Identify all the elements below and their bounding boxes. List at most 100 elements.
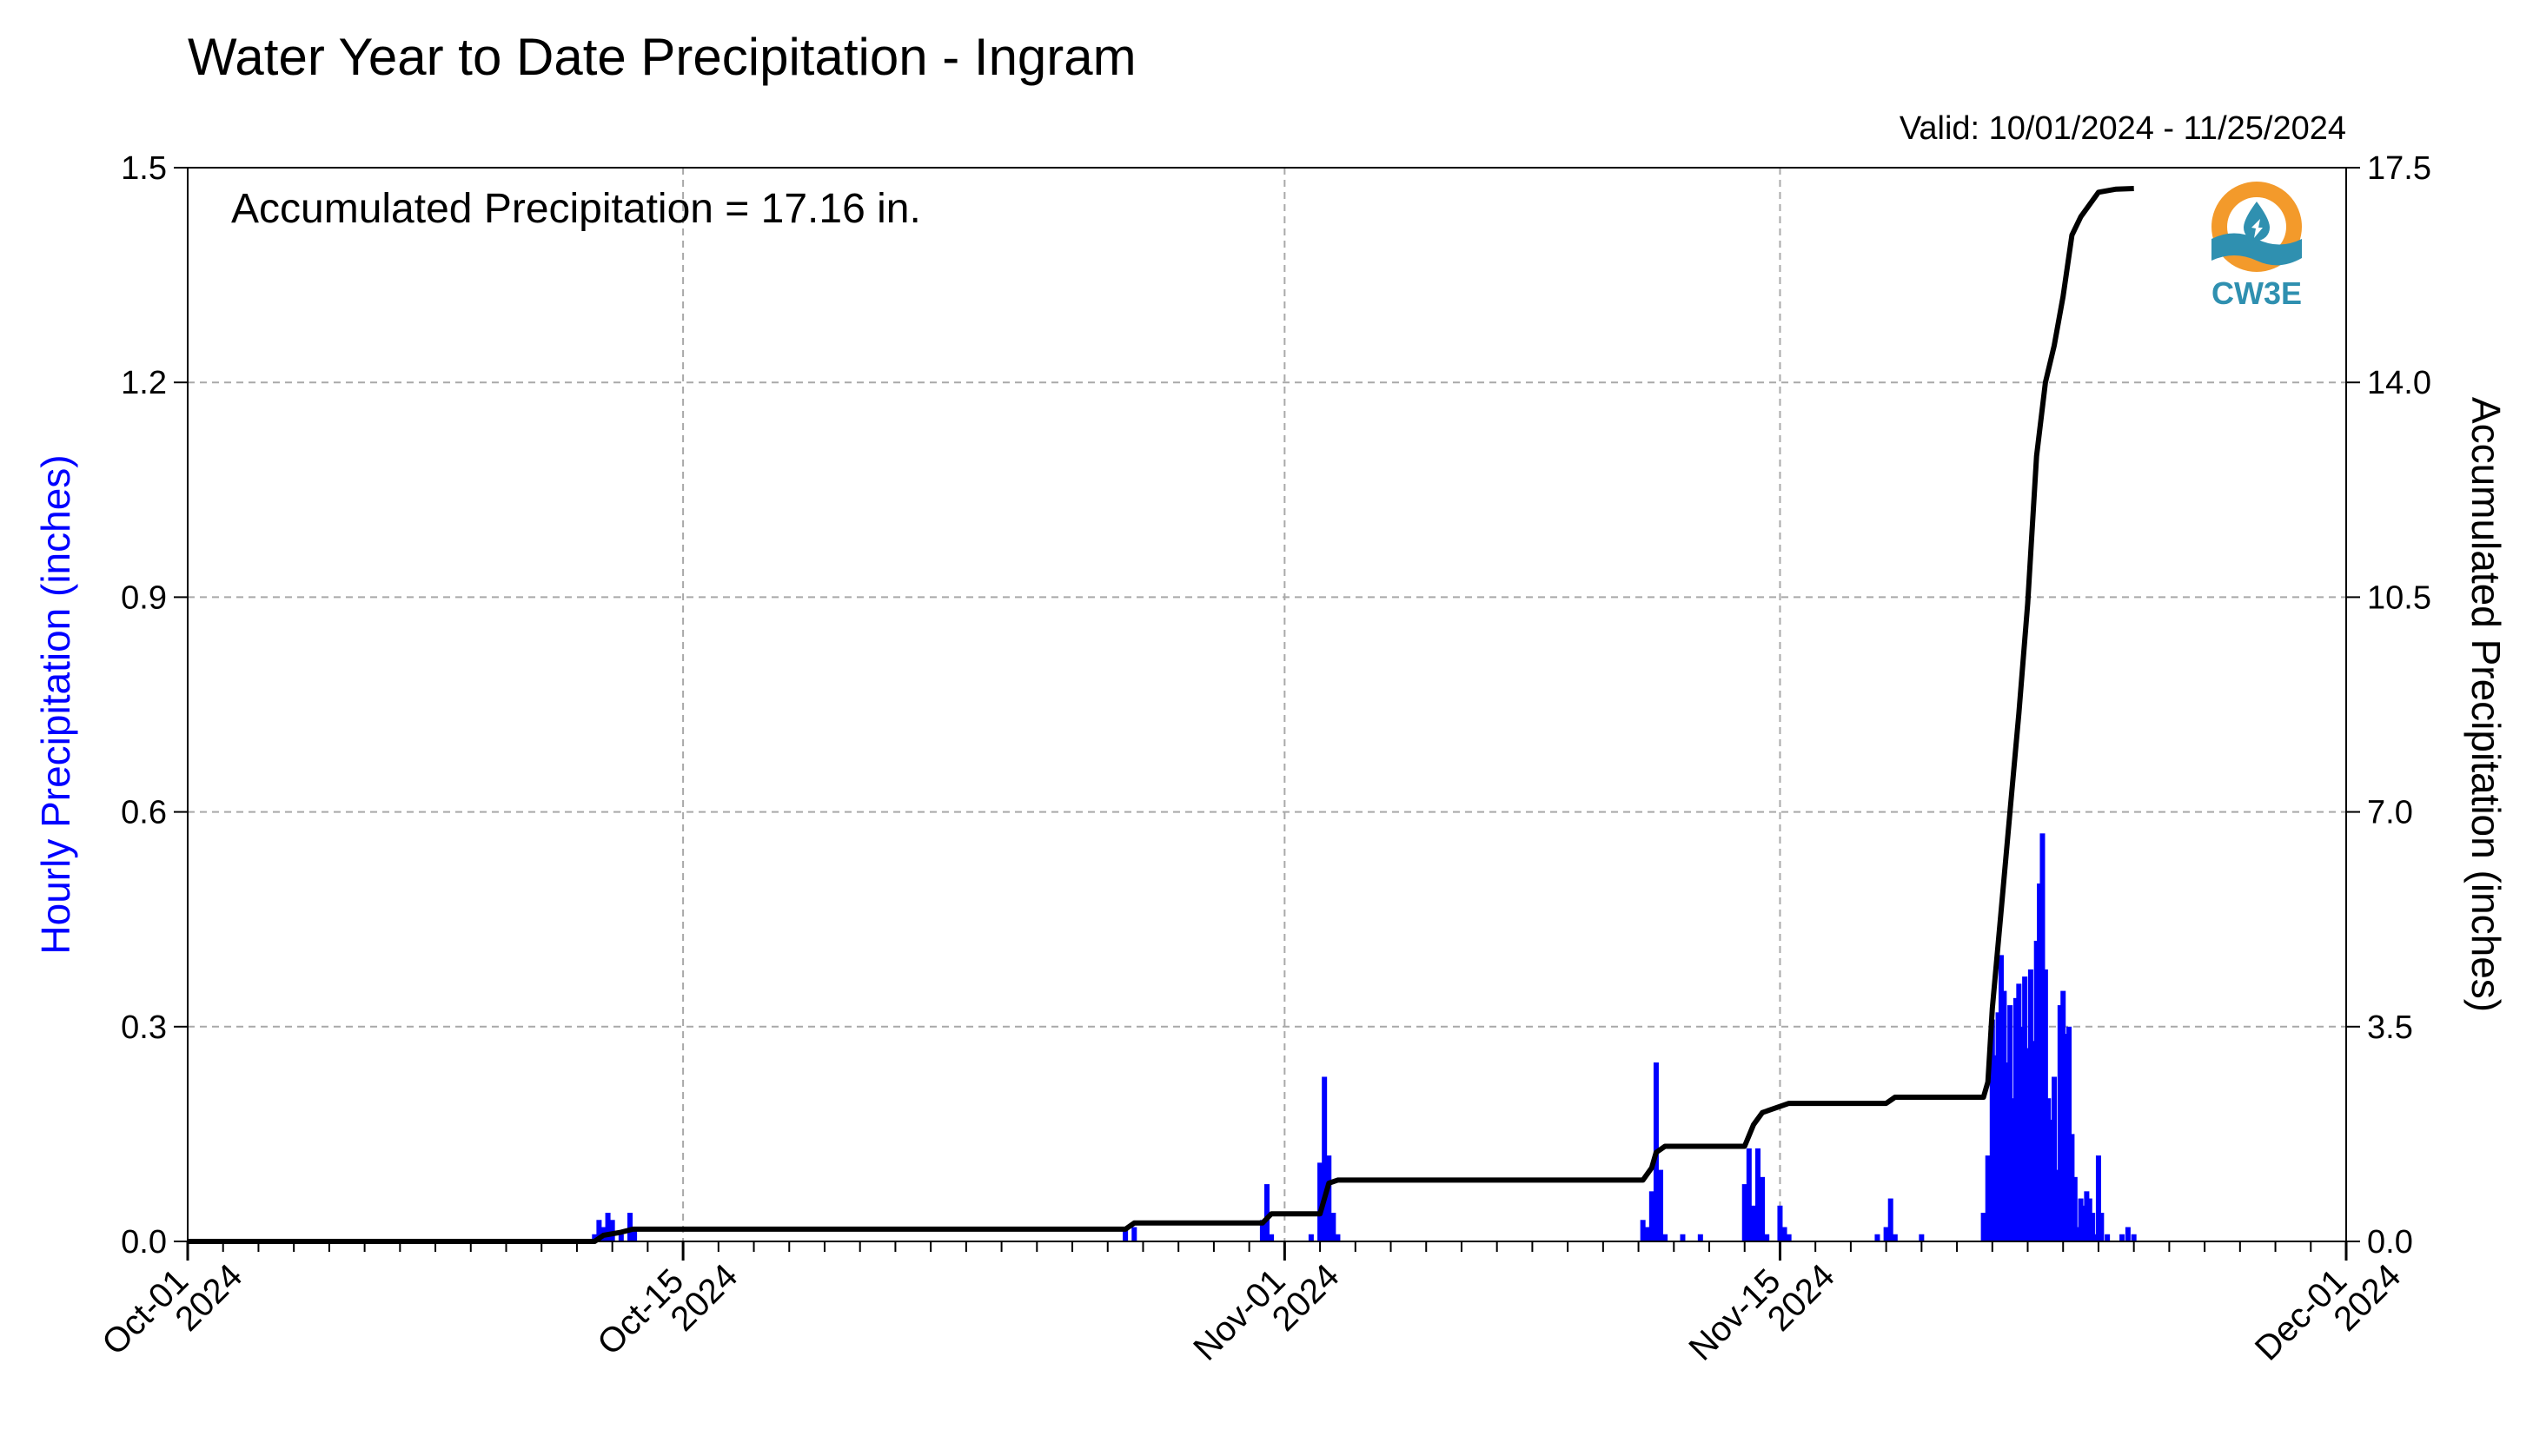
- grid-layer: [188, 168, 2346, 1241]
- chart-subtitle: Valid: 10/01/2024 - 11/25/2024: [1900, 110, 2346, 147]
- hourly-bar: [2033, 940, 2039, 1241]
- hourly-bar: [2075, 1227, 2081, 1241]
- hourly-bar: [2004, 1062, 2010, 1241]
- hourly-bar: [1640, 1220, 1646, 1241]
- hourly-bar: [1786, 1234, 1792, 1241]
- hourly-bar: [1644, 1227, 1650, 1241]
- hourly-bar: [1883, 1227, 1889, 1241]
- logo-wave: [2211, 233, 2302, 266]
- hourly-bar: [2125, 1227, 2131, 1241]
- hourly-bar: [1887, 1198, 1893, 1241]
- hourly-bar: [1330, 1213, 1336, 1241]
- hourly-bar: [1335, 1234, 1341, 1241]
- y-right-tick-label: 17.5: [2367, 150, 2431, 187]
- hourly-bar: [1993, 1055, 1999, 1241]
- water-drop-sun-logo-icon: [2211, 182, 2302, 272]
- hourly-bar: [2022, 976, 2028, 1241]
- y-left-tick-label: 0.0: [121, 1224, 167, 1261]
- hourly-bar: [2060, 990, 2066, 1241]
- hourly-bar: [1995, 1012, 2001, 1241]
- hourly-bar: [1919, 1234, 1925, 1241]
- y-right-tick-label: 7.0: [2367, 795, 2413, 831]
- hourly-bar: [1269, 1234, 1275, 1241]
- hourly-bar: [2131, 1234, 2137, 1241]
- hourly-bar: [1998, 955, 2004, 1241]
- hourly-bar: [2016, 983, 2022, 1241]
- hourly-bar: [1760, 1176, 1766, 1241]
- y-right-tick-label: 3.5: [2367, 1009, 2413, 1046]
- y-left-tick-label: 1.2: [121, 365, 167, 401]
- hourly-bar: [1662, 1234, 1668, 1241]
- hourly-bar: [1777, 1205, 1783, 1241]
- y-left-tick-label: 1.5: [121, 150, 167, 187]
- hourly-bar: [2080, 1205, 2086, 1241]
- hourly-bar: [2063, 1034, 2069, 1241]
- hourly-bar: [2072, 1176, 2078, 1241]
- hourly-bar: [2010, 1098, 2016, 1241]
- y-left-tick-label: 0.6: [121, 795, 167, 831]
- hourly-bar: [1658, 1169, 1664, 1241]
- hourly-bar: [2092, 1234, 2099, 1241]
- hourly-bar: [1741, 1184, 1747, 1241]
- accumulated-line-layer: [188, 186, 2134, 1244]
- y-axis-left-label: Hourly Precipitation (inches): [33, 454, 78, 954]
- hourly-bar: [2095, 1155, 2101, 1241]
- y-axis-right-label: Accumulated Precipitation (inches): [2463, 397, 2509, 1012]
- hourly-bar: [1308, 1234, 1314, 1241]
- hourly-bar: [596, 1220, 602, 1241]
- hourly-bar: [2054, 1169, 2060, 1241]
- y-left-tick-label: 0.9: [121, 579, 167, 616]
- y-right-tick-label: 10.5: [2367, 579, 2431, 616]
- hourly-bar: [1989, 1019, 1995, 1241]
- hourly-bar: [592, 1234, 598, 1241]
- y-right-tick-label: 14.0: [2367, 365, 2431, 401]
- hourly-bar: [2090, 1213, 2096, 1241]
- hourly-bar: [1317, 1162, 1323, 1241]
- hourly-bar: [1755, 1148, 1761, 1241]
- hourly-bar: [2046, 1098, 2052, 1241]
- accumulated-line: [188, 186, 2134, 1244]
- hourly-bar: [1980, 1213, 1986, 1241]
- hourly-bar: [2007, 1005, 2013, 1241]
- logo-bolt: [2251, 219, 2263, 238]
- hourly-bar: [1123, 1227, 1129, 1241]
- hourly-bar: [1264, 1184, 1270, 1241]
- hourly-bar: [2057, 1005, 2063, 1241]
- chart-title: Water Year to Date Precipitation - Ingra…: [188, 28, 1137, 86]
- hourly-bar: [627, 1213, 633, 1241]
- hourly-bar: [2019, 1026, 2025, 1241]
- hourly-bar: [1764, 1234, 1770, 1241]
- hourly-bar: [2037, 884, 2043, 1241]
- hourly-bar: [2066, 1026, 2072, 1241]
- plot-frame: [187, 167, 2347, 1242]
- hourly-bar: [2078, 1198, 2084, 1241]
- hourly-bar: [2099, 1213, 2105, 1241]
- hourly-bar: [2031, 1041, 2037, 1241]
- y-right-tick-label: 0.0: [2367, 1224, 2413, 1261]
- hourly-bar: [2119, 1234, 2125, 1241]
- hourly-bar: [1985, 1155, 1991, 1241]
- logo-drop: [2244, 202, 2270, 241]
- hourly-bar: [2025, 1048, 2031, 1241]
- hourly-bar: [609, 1220, 615, 1241]
- hourly-bar: [2052, 1076, 2058, 1241]
- hourly-bar: [2012, 997, 2019, 1241]
- hourly-bar: [1648, 1191, 1654, 1241]
- y-left-tick-label: 0.3: [121, 1009, 167, 1046]
- hourly-bar: [1874, 1234, 1880, 1241]
- hourly-bar: [1680, 1234, 1686, 1241]
- logo-text: CW3E: [2211, 275, 2302, 311]
- hourly-bar: [1259, 1220, 1265, 1241]
- hourly-bar: [2048, 1119, 2054, 1241]
- hourly-bar: [1322, 1076, 1328, 1241]
- hourly-bar: [1781, 1227, 1787, 1241]
- hourly-bar: [605, 1213, 611, 1241]
- cw3e-logo: CW3E: [2211, 182, 2302, 311]
- hourly-bar: [1750, 1205, 1756, 1241]
- hourly-bar: [2027, 969, 2033, 1241]
- hourly-bar: [1892, 1234, 1898, 1241]
- hourly-bar: [1746, 1148, 1752, 1241]
- hourly-bar: [1326, 1155, 1332, 1241]
- hourly-bar: [2084, 1191, 2090, 1241]
